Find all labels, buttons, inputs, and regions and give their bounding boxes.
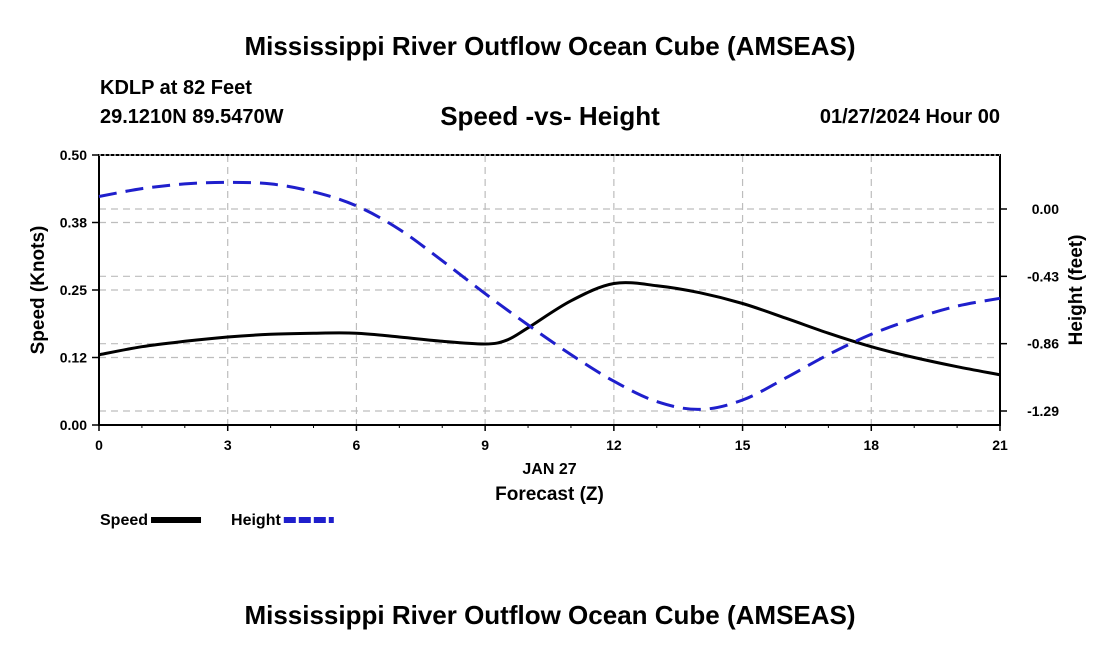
forecast-datetime: 01/27/2024 Hour 00 <box>819 106 1000 128</box>
y-left-tick-label: 0.50 <box>60 147 87 163</box>
legend: Speed Height <box>100 512 334 529</box>
x-tick-label: 18 <box>863 437 879 453</box>
axis-ticks <box>92 154 1007 431</box>
axis-labels: 0 3 6 9 12 15 18 21 0.00 0.12 0.25 0.38 0.50 0.00 -0.4… <box>28 147 1087 505</box>
x-tick-label: 9 <box>481 437 489 453</box>
y-right-tick-label: -1.29 <box>1027 403 1059 419</box>
y-right-tick-label: 0.00 <box>1032 201 1059 217</box>
station-label: KDLP at 82 Feet <box>100 77 252 99</box>
x-tick-label: 15 <box>735 437 751 453</box>
y-right-tick-label: -0.43 <box>1027 268 1059 284</box>
y-right-axis-title: Height (feet) <box>1066 235 1087 346</box>
x-tick-label: 0 <box>95 437 103 453</box>
y-left-tick-label: 0.38 <box>60 215 87 231</box>
y-left-tick-label: 0.00 <box>60 417 87 433</box>
coordinates-label: 29.1210N 89.5470W <box>100 106 284 128</box>
x-tick-label: 3 <box>224 437 232 453</box>
chart-subtitle: Speed -vs- Height <box>440 101 660 131</box>
x-tick-label: 6 <box>353 437 361 453</box>
x-axis-title: Forecast (Z) <box>495 484 604 505</box>
y-left-tick-label: 0.25 <box>60 282 87 298</box>
main-title: Mississippi River Outflow Ocean Cube (AM… <box>244 31 856 61</box>
height-series-line <box>98 180 1001 411</box>
x-tick-label: 12 <box>606 437 622 453</box>
y-left-axis-title: Speed (Knots) <box>28 226 49 355</box>
y-right-tick-label: -0.86 <box>1027 336 1059 352</box>
grid-lines <box>99 155 1000 425</box>
legend-label-speed: Speed <box>100 512 148 529</box>
legend-label-height: Height <box>231 512 281 529</box>
footer-title: Mississippi River Outflow Ocean Cube (AM… <box>244 600 856 630</box>
x-date-label: JAN 27 <box>522 461 576 478</box>
series-lines <box>98 180 1001 411</box>
speed-series-line <box>98 281 1001 377</box>
y-left-tick-label: 0.12 <box>60 350 87 366</box>
x-tick-label: 21 <box>992 437 1008 453</box>
